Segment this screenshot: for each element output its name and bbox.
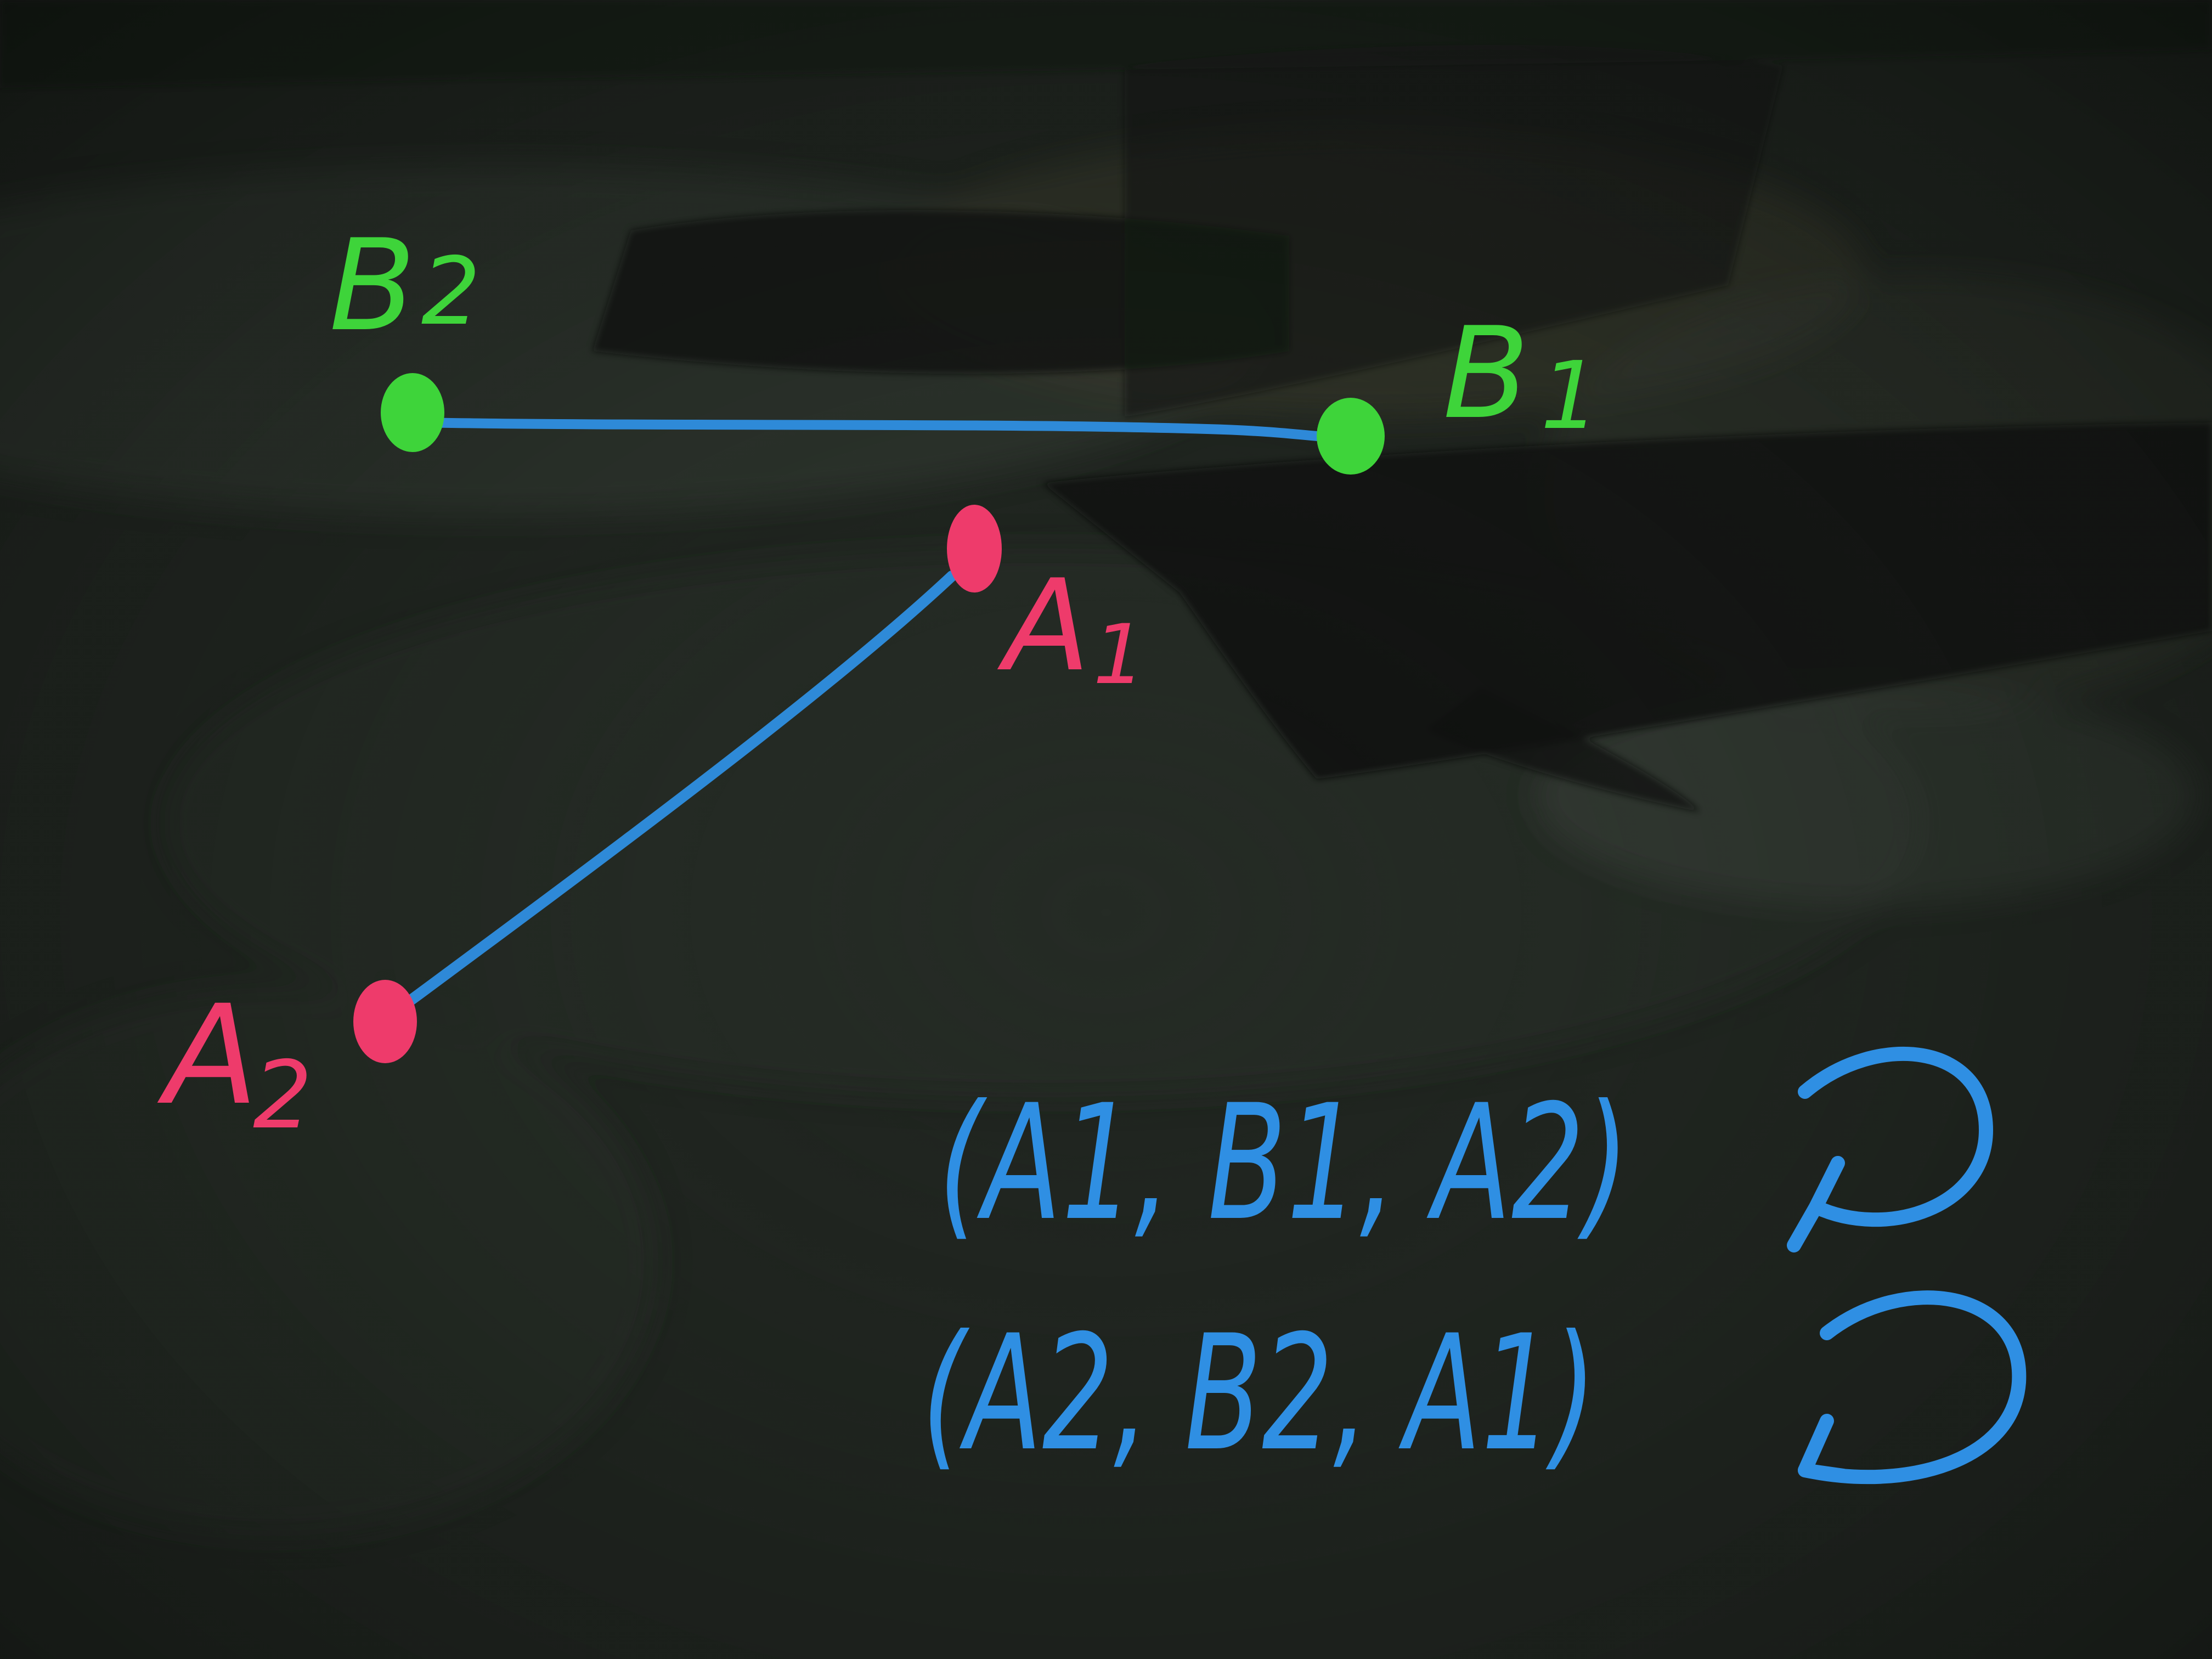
point-b1-dot xyxy=(1317,398,1385,475)
equation-1: (A1, B1, A2) xyxy=(938,1071,1629,1256)
label-a2: A2 xyxy=(157,975,312,1150)
label-b2: B2 xyxy=(329,213,481,359)
segment-b2-b1 xyxy=(412,417,1352,443)
counterclockwise-arrow-icon xyxy=(1798,1290,2027,1485)
equations: (A1, B1, A2) (A2, B2, A1) xyxy=(922,1071,1629,1486)
point-a2-dot xyxy=(353,980,417,1063)
point-a1-dot xyxy=(947,505,1002,592)
clockwise-arrow-icon xyxy=(1787,1046,1993,1252)
segment-a2-a1 xyxy=(384,571,957,1022)
label-a1: A1 xyxy=(997,553,1146,703)
equation-2: (A2, B2, A1) xyxy=(922,1301,1596,1486)
rotation-arrows xyxy=(1787,1046,2027,1485)
points xyxy=(353,373,1385,1063)
segments xyxy=(384,417,1352,1022)
point-b2-dot xyxy=(381,373,444,452)
